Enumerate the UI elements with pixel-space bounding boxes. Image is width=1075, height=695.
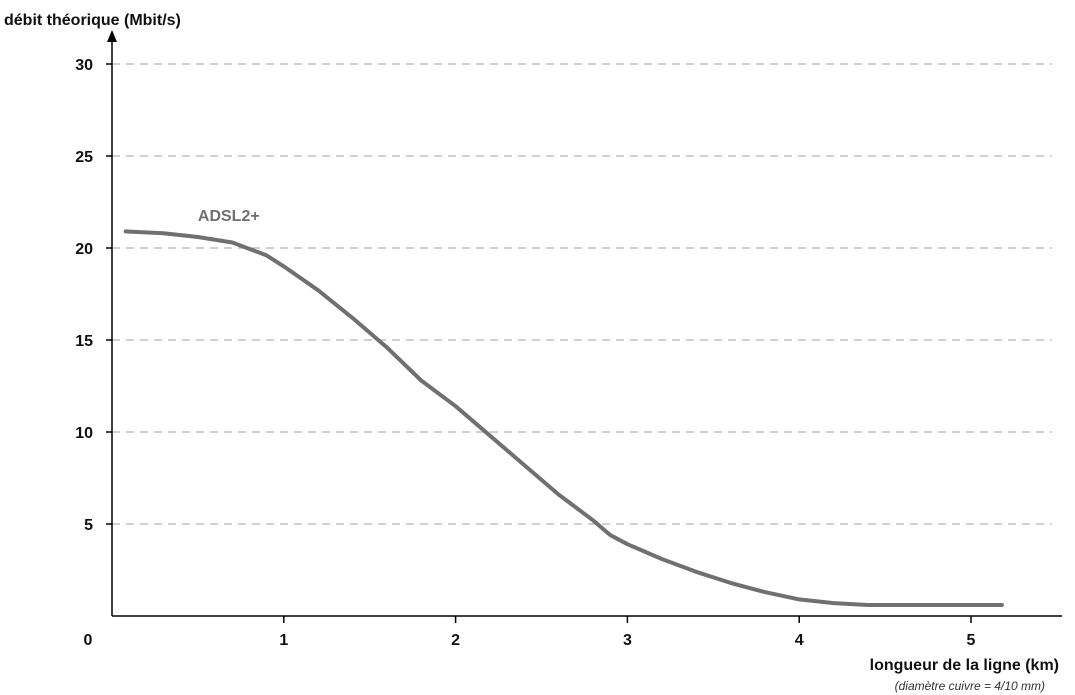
x-axis-title: longueur de la ligne (km): [869, 657, 1059, 674]
origin-tick-label: 0: [84, 632, 93, 649]
y-tick-label: 20: [75, 241, 93, 258]
x-axis-note: (diamètre cuivre = 4/10 mm): [894, 679, 1045, 693]
y-tick-label: 15: [75, 333, 93, 350]
x-tick-label: 1: [279, 632, 288, 649]
x-tick-label: 5: [967, 632, 976, 649]
series-line-adsl2plus: [123, 229, 1004, 607]
x-tick-label: 2: [451, 632, 460, 649]
y-axis-arrow: [107, 30, 117, 42]
ticks: 5 10 15 20 25 30 1 2 3 4 5: [75, 57, 975, 649]
axes: [107, 30, 1062, 617]
y-tick-label: 25: [75, 149, 93, 166]
series-label: ADSL2+: [198, 208, 260, 225]
y-tick-label: 10: [75, 425, 93, 442]
series: ADSL2+: [123, 208, 1004, 607]
gridlines: [112, 63, 1052, 525]
y-tick-label: 5: [84, 517, 93, 534]
y-axis-title: débit théorique (Mbit/s): [4, 12, 181, 29]
x-tick-label: 3: [623, 632, 632, 649]
y-tick-label: 30: [75, 57, 93, 74]
x-tick-label: 4: [795, 632, 804, 649]
